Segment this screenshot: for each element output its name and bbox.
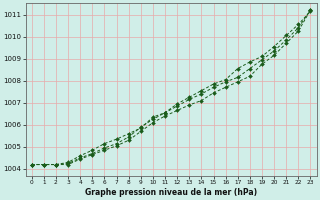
X-axis label: Graphe pression niveau de la mer (hPa): Graphe pression niveau de la mer (hPa) — [85, 188, 257, 197]
